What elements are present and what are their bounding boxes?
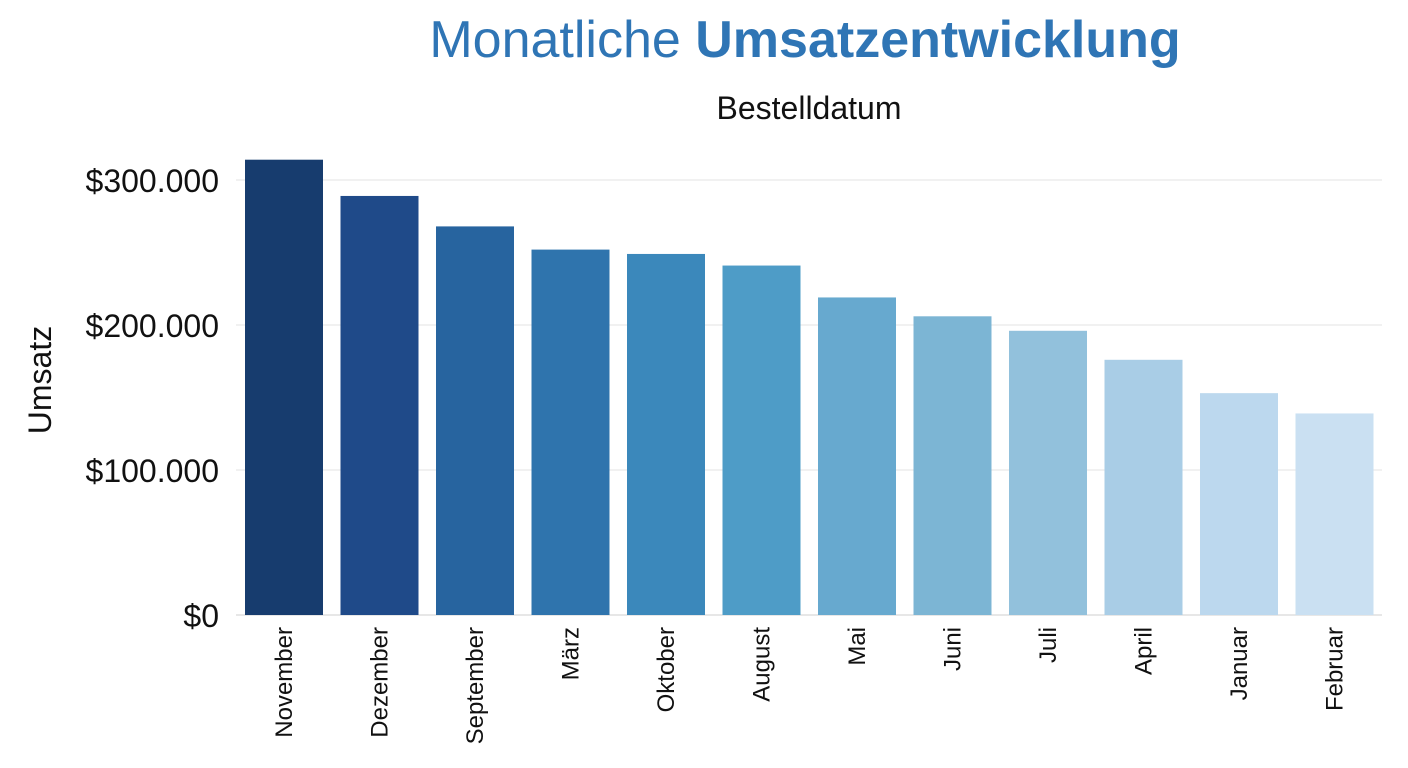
- chart-title-part1: Monatliche: [429, 11, 681, 69]
- x-tick-label: Februar: [1322, 627, 1349, 711]
- bar: [340, 195, 419, 615]
- x-tick-label: Januar: [1226, 627, 1253, 700]
- chart-subtitle: Bestelldatum: [716, 90, 902, 126]
- chart-title-part2: Umsatzentwicklung: [695, 11, 1181, 69]
- y-axis-label: Umsatz: [22, 326, 58, 434]
- bar: [1009, 330, 1087, 615]
- x-tick-label: Juli: [1035, 627, 1062, 663]
- y-tick-label: $200.000: [86, 308, 219, 344]
- bar: [818, 297, 896, 615]
- bar: [531, 249, 610, 615]
- bar: [722, 265, 801, 615]
- chart-title: Monatliche Umsatzentwicklung: [0, 8, 1408, 72]
- x-tick-label: April: [1131, 627, 1158, 675]
- bar: [1104, 359, 1183, 615]
- x-tick-label: November: [271, 627, 298, 738]
- x-tick-label: Juni: [940, 627, 967, 671]
- x-tick-label: März: [558, 627, 585, 680]
- bar: [1295, 413, 1374, 615]
- y-tick-label: $0: [183, 598, 219, 634]
- bar: [245, 159, 323, 615]
- bar: [913, 316, 992, 615]
- x-tick-label: September: [462, 627, 489, 744]
- x-tick-label: Mai: [844, 627, 871, 666]
- x-tick-label: Dezember: [367, 627, 394, 738]
- x-tick-label: Oktober: [653, 627, 680, 712]
- bar: [436, 226, 514, 615]
- bar: [1200, 393, 1278, 615]
- y-tick-label: $100.000: [86, 453, 219, 489]
- x-tick-label: August: [749, 627, 776, 702]
- y-tick-label: $300.000: [86, 163, 219, 199]
- bar: [627, 253, 705, 615]
